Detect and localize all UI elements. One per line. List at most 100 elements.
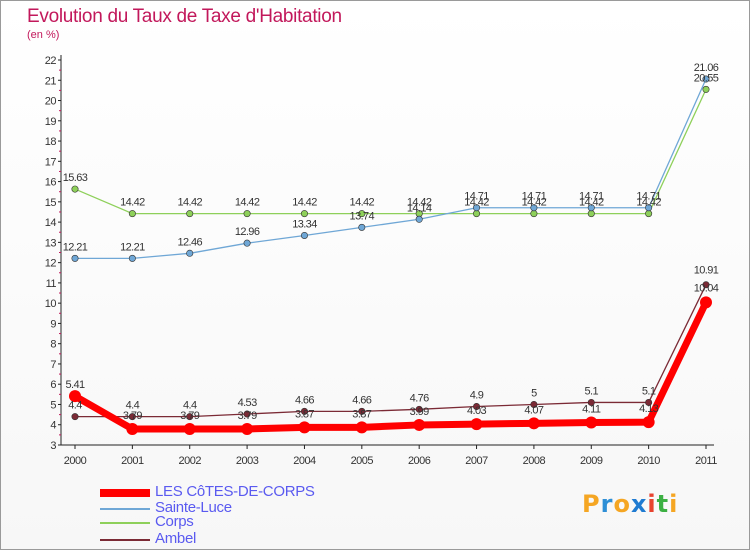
data-point — [530, 204, 538, 212]
y-tick-label: 10 — [45, 298, 57, 310]
series-line — [75, 284, 707, 418]
data-label: 4.07 — [524, 404, 543, 416]
data-point — [186, 413, 194, 421]
x-tick-label: 2003 — [236, 455, 259, 467]
data-point — [128, 254, 136, 262]
data-label: 3.99 — [410, 406, 429, 418]
data-point — [530, 210, 538, 218]
data-label: 10.04 — [694, 282, 719, 294]
y-tick-label: 9 — [50, 318, 56, 330]
logo-letter: x — [630, 490, 648, 518]
data-label: 12.21 — [120, 241, 145, 253]
data-label: 14.42 — [464, 197, 489, 209]
data-label: 14.42 — [522, 197, 547, 209]
x-tick-label: 2007 — [465, 455, 488, 467]
data-point — [700, 296, 712, 309]
y-tick-label: 17 — [45, 156, 57, 168]
y-tick-label: 20 — [45, 96, 57, 108]
x-tick-label: 2008 — [523, 455, 546, 467]
y-tick-label: 13 — [45, 237, 57, 249]
data-point — [473, 210, 481, 218]
logo-letter: i — [647, 490, 657, 518]
legend-label: Sainte-Luce — [155, 499, 232, 516]
data-label: 14.42 — [350, 197, 375, 209]
data-point — [358, 210, 366, 218]
data-point — [585, 416, 598, 429]
logo-letter: o — [613, 490, 631, 518]
data-point — [642, 416, 655, 429]
y-tick-label: 4 — [50, 420, 56, 432]
data-point — [355, 421, 368, 434]
y-tick-label: 7 — [50, 359, 56, 371]
y-tick-label: 6 — [50, 379, 56, 391]
data-point — [243, 210, 251, 218]
data-point — [645, 204, 653, 212]
data-label: 14.42 — [235, 197, 260, 209]
data-point — [183, 422, 196, 435]
x-tick-label: 2006 — [408, 455, 431, 467]
data-label: 5 — [531, 387, 537, 399]
data-label: 14.42 — [120, 197, 145, 209]
data-label: 3.79 — [123, 410, 142, 422]
data-label: 14.71 — [636, 191, 661, 203]
data-label: 13.34 — [292, 218, 317, 230]
data-label: 4.4 — [183, 400, 197, 412]
x-tick-label: 2004 — [293, 455, 316, 467]
data-point — [587, 204, 595, 212]
data-point — [702, 281, 710, 289]
data-label: 4.66 — [295, 394, 314, 406]
legend-swatch — [100, 489, 150, 497]
data-point — [473, 204, 481, 212]
y-tick-label: 5 — [50, 399, 56, 411]
data-label: 4.76 — [410, 392, 429, 404]
data-label: 14.42 — [636, 197, 661, 209]
y-tick-label: 14 — [45, 217, 57, 229]
data-point — [415, 405, 423, 413]
data-point — [298, 421, 311, 434]
data-label: 14.71 — [579, 191, 604, 203]
data-label: 5.41 — [65, 379, 84, 391]
data-point — [415, 215, 423, 223]
series-line — [73, 300, 710, 433]
data-point — [358, 223, 366, 231]
data-point — [243, 410, 251, 418]
data-label: 3.87 — [352, 408, 371, 420]
data-point — [530, 400, 538, 408]
data-point — [126, 422, 139, 435]
data-label: 5.1 — [642, 385, 656, 397]
legend-swatch — [100, 539, 150, 541]
series-line — [75, 78, 707, 260]
legend-swatch — [100, 508, 150, 510]
data-label: 12.46 — [177, 236, 202, 248]
data-point — [186, 249, 194, 257]
y-tick-label: 11 — [46, 278, 57, 290]
data-point — [527, 417, 540, 430]
data-point — [470, 418, 483, 431]
data-point — [702, 75, 710, 83]
x-tick-label: 2001 — [121, 455, 144, 467]
data-point — [473, 402, 481, 410]
data-label: 4.4 — [126, 400, 140, 412]
y-tick-label: 8 — [50, 339, 56, 351]
data-label: 4.11 — [582, 404, 601, 416]
proxiti-logo: Proxiti — [582, 490, 678, 518]
y-tick-label: 22 — [45, 55, 57, 67]
data-label: 14.14 — [407, 202, 432, 214]
data-label: 4.9 — [470, 390, 484, 402]
data-point — [71, 185, 79, 193]
x-tick-label: 2010 — [637, 455, 660, 467]
x-tick-label: 2000 — [64, 455, 87, 467]
data-point — [241, 422, 254, 435]
legend-swatch — [100, 522, 150, 524]
data-label: 10.91 — [694, 265, 719, 277]
data-label: 12.96 — [235, 226, 260, 238]
data-label: 4.53 — [238, 397, 257, 409]
data-label: 4.66 — [352, 394, 371, 406]
data-point — [413, 418, 426, 431]
series-line — [74, 89, 707, 215]
legend-label: LES CôTES-DE-CORPS — [155, 483, 315, 500]
y-tick-label: 18 — [45, 136, 57, 148]
data-label: 13.74 — [350, 210, 375, 222]
data-point — [645, 210, 653, 218]
data-point — [587, 398, 595, 406]
